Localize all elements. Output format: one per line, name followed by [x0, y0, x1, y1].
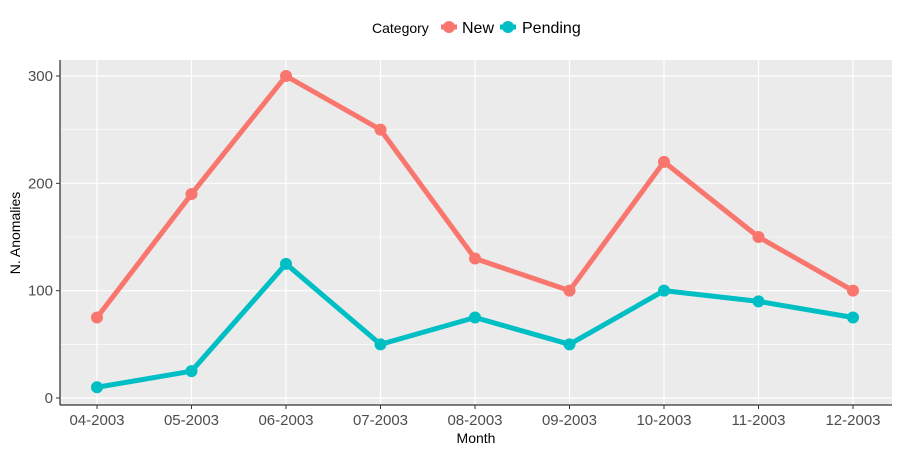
legend-title: Category — [372, 20, 429, 36]
axes — [59, 60, 892, 406]
series-new — [91, 70, 859, 324]
data-point-new — [469, 252, 481, 265]
legend-label-new: New — [462, 20, 494, 37]
legend-item-pending: Pending — [500, 20, 581, 37]
data-point-new — [91, 311, 103, 324]
legend-key-point-new — [443, 21, 455, 33]
x-tick-label: 08-2003 — [447, 412, 502, 429]
data-point-new — [185, 188, 198, 201]
x-axis-ticks: 04-2003 05-2003 06-2003 07-2003 08-2003 09-20… — [69, 405, 881, 429]
y-axis-ticks: 0 100 200 300 — [28, 68, 60, 407]
x-tick-label: 07-2003 — [353, 412, 408, 429]
data-point-pending — [658, 284, 670, 297]
data-point-pending — [563, 338, 576, 351]
x-tick-label: 10-2003 — [636, 412, 691, 429]
x-tick-label: 12-2003 — [825, 412, 880, 429]
y-tick-label: 0 — [45, 390, 53, 407]
y-axis-title: N. Anomalies — [7, 192, 23, 274]
x-tick-label: 06-2003 — [258, 412, 313, 429]
data-point-new — [374, 123, 387, 136]
data-point-pending — [185, 365, 198, 378]
legend-label-pending: Pending — [522, 20, 581, 37]
data-point-pending — [374, 338, 387, 351]
data-point-pending — [91, 381, 103, 394]
data-point-new — [752, 231, 765, 243]
legend-key-point-pending — [502, 21, 514, 33]
data-point-new — [658, 155, 670, 168]
data-point-pending — [752, 295, 765, 308]
legend: Category New Pending — [372, 20, 581, 37]
x-axis-title: Month — [457, 430, 496, 446]
data-point-new — [847, 284, 859, 297]
x-tick-label: 04-2003 — [69, 412, 124, 429]
y-tick-label: 300 — [28, 68, 53, 85]
data-point-pending — [469, 311, 481, 324]
x-tick-label: 05-2003 — [164, 412, 219, 429]
legend-item-new: New — [441, 20, 494, 37]
data-point-pending — [280, 257, 292, 270]
series-layer — [91, 70, 859, 394]
data-point-new — [280, 70, 292, 82]
x-tick-label: 09-2003 — [542, 412, 597, 429]
y-tick-label: 100 — [28, 283, 53, 300]
plot-panel — [60, 60, 892, 405]
x-tick-label: 11-2003 — [732, 412, 786, 429]
y-tick-label: 200 — [28, 175, 53, 192]
data-point-new — [563, 284, 576, 297]
data-point-pending — [847, 311, 859, 324]
series-pending — [91, 257, 859, 394]
